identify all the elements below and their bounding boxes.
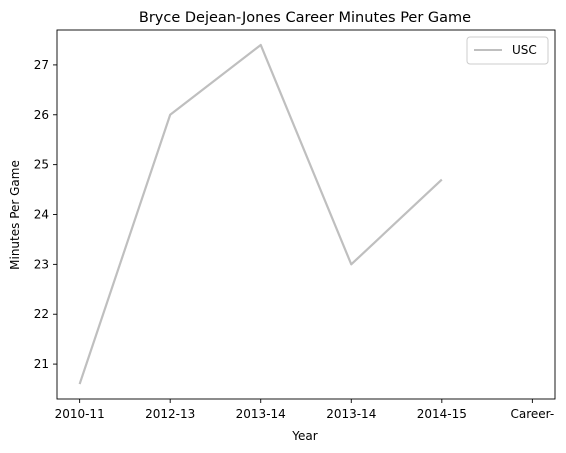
legend: USC	[466, 36, 549, 65]
x-axis-label: Year	[291, 429, 317, 443]
y-axis-label: Minutes Per Game	[8, 160, 22, 270]
series-line-usc	[78, 43, 443, 385]
x-tick-label: 2010-11	[55, 407, 105, 421]
y-tick-label: 25	[34, 158, 49, 172]
y-tick-label: 26	[34, 108, 49, 122]
y-tick-label: 24	[34, 208, 49, 222]
x-tick-label: 2013-14	[326, 407, 376, 421]
y-tick-label: 23	[34, 257, 49, 271]
chart-title: Bryce Dejean-Jones Career Minutes Per Ga…	[139, 10, 471, 26]
y-tick-label: 21	[34, 357, 49, 371]
x-tick-label: 2013-14	[236, 407, 286, 421]
plot-frame	[56, 29, 556, 400]
series-layer	[78, 43, 443, 385]
x-axis-ticks: 2010-11 2012-13 2013-14 2013-14 2014-15 Caree…	[55, 399, 555, 421]
x-tick-label: Career-	[511, 407, 555, 421]
legend-label-usc: USC	[512, 43, 537, 57]
y-tick-label: 22	[34, 307, 49, 321]
x-tick-label: 2014-15	[417, 407, 467, 421]
y-tick-label: 27	[34, 58, 49, 72]
y-axis-ticks: 21 22 23 24 25 26 27	[34, 58, 57, 371]
legend-frame	[466, 36, 549, 65]
x-tick-label: 2012-13	[145, 407, 195, 421]
